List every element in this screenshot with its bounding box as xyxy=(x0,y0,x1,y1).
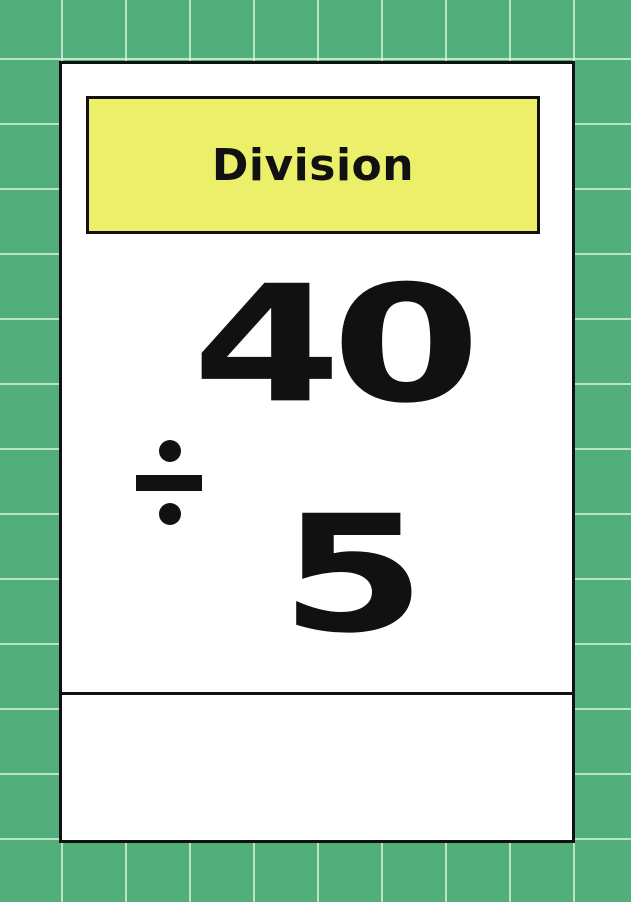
divisor-number: 5 xyxy=(280,480,427,669)
division-sign-icon xyxy=(136,440,202,525)
answer-area xyxy=(62,692,572,843)
flash-card: Division 40 5 xyxy=(59,61,575,843)
card-title: Division xyxy=(211,139,415,191)
title-banner: Division xyxy=(86,96,540,234)
dividend-number: 40 xyxy=(192,250,481,439)
